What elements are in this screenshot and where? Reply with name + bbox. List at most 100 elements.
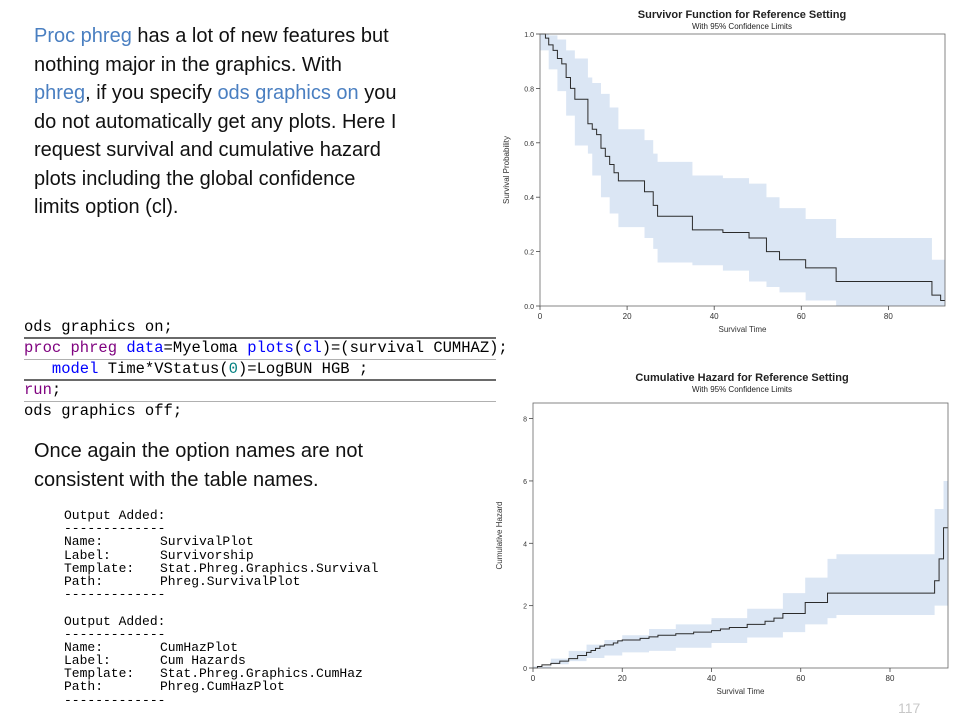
code-l3-indent <box>24 360 52 378</box>
intro-text-2: , if you specify <box>85 82 218 104</box>
code-l4-end: ; <box>51 381 62 400</box>
log-key: Name: <box>64 639 104 655</box>
cumhaz-chart-plot-frame <box>532 402 949 669</box>
cumhaz-chart-estimate-line <box>533 527 948 669</box>
code-l2-rest: )=(survival CUMHAZ); <box>321 339 508 358</box>
code-l2-paren: ( <box>293 339 304 358</box>
survival-chart-x-tick-label: 40 <box>710 312 719 321</box>
code-line-1: ods graphics on; <box>24 318 496 340</box>
survival-chart-y-tick-label: 0.4 <box>524 195 534 202</box>
code-l2-space <box>117 339 126 357</box>
cumhaz-chart-y-axis-label: Cumulative Hazard <box>495 501 504 569</box>
code-block: ods graphics on; proc phreg data=Myeloma… <box>24 318 508 421</box>
page-number: 117 <box>898 700 921 716</box>
cumhaz-chart-subtitle: With 95% Confidence Limits <box>692 385 792 394</box>
code-l3-model-kw: model <box>51 359 99 378</box>
cumhaz-chart-x-tick-label: 80 <box>886 674 895 683</box>
survival-chart: Survivor Function for Reference SettingW… <box>502 9 946 334</box>
code-l1-stmt: ods graphics on <box>24 318 164 336</box>
log-separator: ------------- <box>64 587 166 603</box>
survival-chart-x-axis-label: Survival Time <box>718 325 767 334</box>
cumhaz-chart-y-tick-label: 2 <box>523 604 527 611</box>
log-value: Cum Hazards <box>160 653 246 669</box>
survival-chart-y-tick-label: 0.6 <box>524 141 534 148</box>
log-value: Survivorship <box>160 547 254 563</box>
log-separator: ------------- <box>64 521 166 537</box>
cumhaz-chart-y-tick-label: 6 <box>523 479 527 486</box>
log-row-label: Label: Survivorship <box>64 547 378 563</box>
code-l4-run: run <box>24 381 52 400</box>
note-paragraph: Once again the option names are not cons… <box>34 440 364 491</box>
code-l1-end: ; <box>163 318 173 336</box>
code-line-5: ods graphics off; <box>24 402 496 421</box>
code-l3-rest: )=LogBUN HGB ; <box>237 359 369 378</box>
log-value: Stat.Phreg.Graphics.CumHaz <box>160 666 363 682</box>
intro-paragraph: Proc phreg has a lot of new features but… <box>34 22 404 222</box>
output-log: Output Added: ------------- Name: Surviva… <box>64 509 378 707</box>
log-value: Phreg.SurvivalPlot <box>160 573 301 589</box>
code-l2-plots-kw: plots <box>247 339 294 358</box>
cumhaz-chart-x-tick-label: 60 <box>796 674 805 683</box>
log-row-path: Path: Phreg.SurvivalPlot <box>64 575 378 588</box>
log-key: Label: <box>64 547 111 563</box>
cumhaz-chart-y-tick-label: 8 <box>523 417 527 424</box>
survival-chart-confidence-band <box>540 34 945 306</box>
cumhaz-chart-x-tick-label: 20 <box>618 674 627 683</box>
code-l5-stmt: ods graphics off <box>24 401 173 420</box>
log-value: SurvivalPlot <box>160 534 254 550</box>
log-key: Label: <box>64 653 111 669</box>
log-row-name: Name: CumHazPlot <box>64 641 378 654</box>
intro-text-1: has a lot of new features but nothing ma… <box>34 25 389 76</box>
cumhaz-chart-y-tick-label: 4 <box>523 541 527 548</box>
log-row-template: Template: Stat.Phreg.Graphics.CumHaz <box>64 667 378 680</box>
code-line-4: run; <box>24 381 496 402</box>
log-separator: ------------- <box>64 692 166 708</box>
code-l2-data-kw: data <box>126 339 164 358</box>
survival-chart-x-tick-label: 0 <box>538 312 543 321</box>
survival-chart-x-tick-label: 20 <box>623 312 632 321</box>
log-row-template: Template: Stat.Phreg.Graphics.Survival <box>64 562 378 575</box>
survival-chart-plot-frame <box>539 33 946 307</box>
intro-kw-phreg: Proc phreg <box>34 25 132 47</box>
code-line-2: proc phreg data=Myeloma plots(cl)=(survi… <box>24 339 508 360</box>
log-row-path: Path: Phreg.CumHazPlot <box>64 680 378 693</box>
code-l5-end: ; <box>172 401 183 420</box>
code-line-3: model Time*VStatus(0)=LogBUN HGB ; <box>24 359 496 382</box>
log-key: Path: <box>64 573 104 589</box>
code-l3-zero: 0 <box>228 359 238 378</box>
survival-chart-y-tick-label: 0.2 <box>524 250 534 257</box>
survival-chart-x-tick-label: 80 <box>884 312 893 321</box>
survival-chart-estimate-line <box>540 33 945 302</box>
cumhaz-chart-y-tick-label: 0 <box>523 666 527 673</box>
log-key: Template: <box>64 666 135 682</box>
log-row-label: Label: Cum Hazards <box>64 654 378 667</box>
survival-chart-y-tick-label: 0.0 <box>524 304 534 311</box>
code-l2-proc: proc phreg <box>24 339 118 358</box>
log-header: Output Added: <box>64 508 166 523</box>
survival-chart-y-axis-label: Survival Probability <box>502 136 511 204</box>
survival-chart-y-tick-label: 0.8 <box>524 86 534 93</box>
intro-kw-ods: ods graphics on <box>217 82 359 104</box>
survival-chart-y-tick-label: 1.0 <box>524 32 534 39</box>
survival-chart-title: Survivor Function for Reference Setting <box>638 9 846 21</box>
survival-chart-subtitle: With 95% Confidence Limits <box>692 22 792 31</box>
intro-kw-phreg-2: phreg <box>34 82 86 104</box>
log-value: Stat.Phreg.Graphics.Survival <box>160 560 379 576</box>
cumhaz-chart-x-axis-label: Survival Time <box>716 687 765 696</box>
survival-chart-x-tick-label: 60 <box>797 312 806 321</box>
cumhaz-chart-x-tick-label: 40 <box>707 674 716 683</box>
log-key: Template: <box>64 560 135 576</box>
cumhaz-chart-confidence-band <box>533 480 948 668</box>
code-l2-dataset: =Myeloma <box>163 339 248 358</box>
log-key: Name: <box>64 534 104 550</box>
log-header: Output Added: <box>64 613 166 629</box>
code-l2-cl-kw: cl <box>303 339 322 358</box>
intro-text-3: you do not automatically get any plots. … <box>34 82 397 218</box>
cumhaz-chart-x-tick-label: 0 <box>531 674 536 683</box>
code-l3-mid: Time*VStatus( <box>98 359 229 378</box>
cumhaz-chart: Cumulative Hazard for Reference SettingW… <box>495 372 949 696</box>
log-separator: ------------- <box>64 626 166 642</box>
log-value: CumHazPlot <box>160 639 239 655</box>
cumhaz-chart-title: Cumulative Hazard for Reference Setting <box>635 372 848 384</box>
log-value: Phreg.CumHazPlot <box>160 679 285 695</box>
